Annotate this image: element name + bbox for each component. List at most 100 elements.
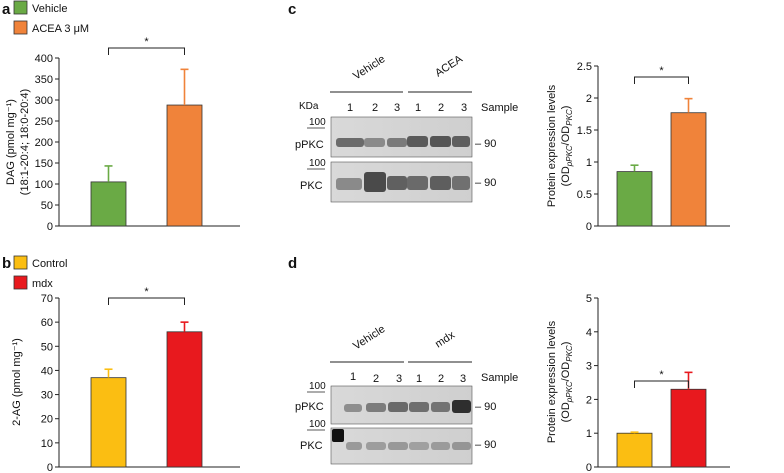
blot-d-sample-label: Sample — [481, 372, 518, 384]
blot-d-size-ppkc: – 90 — [475, 401, 496, 413]
blot-c-membrane-ppkc — [330, 116, 473, 158]
blot-c-lane-6: 3 — [461, 102, 467, 114]
blot-c-band-ppkc-5 — [430, 136, 451, 147]
blot-d-band-ppkc-2 — [366, 403, 386, 412]
y-tick-label-d-1: 1 — [586, 428, 592, 440]
significance-star-c: * — [659, 65, 664, 77]
blot-c-marker-top: 100 — [309, 117, 326, 128]
y-tick-label-a-3: 150 — [35, 158, 53, 170]
blot-c-band-ppkc-2 — [364, 138, 385, 147]
blot-c-band-pkc-3 — [387, 176, 407, 190]
blot-c-kda: KDa — [299, 101, 319, 112]
blot-c-row-ppkc: pPKC — [295, 139, 324, 151]
legend-b: Control mdx — [13, 255, 67, 290]
y-tick-label-b-6: 60 — [41, 317, 53, 329]
y-tick-label-d-2: 2 — [586, 394, 592, 406]
blot-c-sample-label: Sample — [481, 102, 518, 114]
blot-d-marker-bottom: 100 — [309, 419, 326, 430]
y-tick-label-c-4: 2 — [586, 93, 592, 105]
y-tick-label-a-5: 250 — [35, 116, 53, 128]
bar-a-0 — [90, 181, 127, 227]
blot-c-marker-bottom: 100 — [309, 158, 326, 169]
bar-d-1 — [670, 388, 707, 468]
legend-swatch-control — [13, 255, 28, 270]
y-tick-label-b-0: 0 — [47, 462, 53, 473]
y-tick-label-a-7: 350 — [35, 74, 53, 86]
significance-bracket-d — [634, 380, 689, 388]
blot-d-band-pkc-3 — [388, 442, 408, 450]
legend-label-acea: ACEA 3 μM — [32, 23, 89, 35]
blot-c-lane-4: 1 — [415, 102, 421, 114]
y-tick-label-d-5: 5 — [586, 293, 592, 305]
y-axis-title-c-part-4: ) — [560, 106, 572, 110]
blot-c-lane-1: 1 — [347, 102, 353, 114]
blot-d-lane-4: 1 — [416, 373, 422, 385]
y-tick-label-b-2: 20 — [41, 414, 53, 426]
legend-swatch-mdx — [13, 275, 28, 290]
blot-d-band-pkc-6 — [452, 442, 471, 450]
western-blot-c: Vehicle ACEA KDa 1 2 3 1 2 3 Sample 100 … — [295, 53, 518, 203]
blot-d-band-pkc-5 — [431, 442, 450, 450]
blot-d-band-pkc-2 — [366, 442, 386, 450]
blot-c-group-vehicle: Vehicle — [351, 53, 387, 82]
y-tick-label-a-8: 400 — [35, 53, 53, 65]
y-tick-label-c-0: 0 — [586, 221, 592, 233]
blot-c-row-pkc: PKC — [300, 180, 323, 192]
significance-bracket-a — [108, 47, 185, 55]
y-axis-title-d-line2: (ODpPKC/ODPKC) — [560, 342, 574, 423]
chart-b-2ag: 0 10 20 30 40 50 60 70 * 2-AG (pmol mg⁻¹) — [11, 286, 240, 473]
blot-d-band-ppkc-3 — [388, 402, 408, 412]
panel-letter-c: c — [288, 1, 296, 18]
y-axis-title-c-part-1: pPKC — [565, 145, 574, 167]
blot-d-lane-5: 2 — [438, 373, 444, 385]
blot-d-size-pkc: – 90 — [475, 439, 496, 451]
blot-c-band-ppkc-6 — [452, 136, 470, 147]
blot-d-group-vehicle: Vehicle — [351, 323, 387, 352]
significance-star-b: * — [144, 286, 149, 298]
y-axis-title-c-line2: (ODpPKC/ODPKC) — [560, 106, 574, 187]
blot-c-band-pkc-2 — [364, 172, 386, 192]
bar-c-0 — [616, 171, 653, 227]
blot-c-size-pkc: – 90 — [475, 177, 496, 189]
bar-a-1 — [166, 104, 203, 227]
significance-bracket-c — [634, 76, 689, 84]
y-tick-label-c-2: 1 — [586, 157, 592, 169]
chart-c-protein-expression: 0 0.5 1 1.5 2 2.5 * Protein expression levels (O… — [546, 61, 730, 233]
legend-label-mdx: mdx — [32, 278, 53, 290]
y-tick-label-a-1: 50 — [41, 200, 53, 212]
blot-d-lane-3: 3 — [396, 373, 402, 385]
bar-b-0 — [90, 377, 127, 468]
y-tick-label-d-3: 3 — [586, 361, 592, 373]
blot-d-lane-1: 1 — [350, 371, 356, 383]
y-tick-label-b-4: 40 — [41, 365, 53, 377]
y-axis-title-d-part-1: pPKC — [565, 381, 574, 403]
y-axis-title-c-part-0: (OD — [560, 166, 572, 186]
y-axis-title-d-part-3: PKC — [565, 345, 574, 362]
y-axis-title-d-line1: Protein expression levels — [546, 320, 558, 443]
y-tick-label-a-0: 0 — [47, 221, 53, 233]
blot-c-lane-3: 3 — [394, 102, 400, 114]
bar-d-0 — [616, 432, 653, 468]
y-axis-title-a-line1: DAG (pmol mg⁻¹) — [5, 99, 17, 185]
y-axis-title-a-line2: (18:1-20:4; 18:0-20:4) — [19, 89, 31, 195]
legend-a: Vehicle ACEA 3 μM — [13, 0, 89, 35]
chart-a-dag: 0 50 100 150 200 250 300 350 400 * DAG (pmol mg⁻¹)… — [5, 36, 240, 233]
y-tick-label-b-3: 30 — [41, 390, 53, 402]
blot-c-size-ppkc: – 90 — [475, 138, 496, 150]
bar-c-1 — [670, 112, 707, 227]
blot-d-band-ppkc-6 — [452, 400, 471, 413]
significance-star-d: * — [659, 369, 664, 381]
panel-letter-a: a — [2, 1, 11, 18]
y-tick-label-d-0: 0 — [586, 462, 592, 473]
blot-d-lane-2: 2 — [373, 373, 379, 385]
y-tick-label-a-2: 100 — [35, 179, 53, 191]
blot-c-band-ppkc-1 — [336, 138, 364, 147]
legend-swatch-acea — [13, 20, 28, 35]
y-axis-title-d-part-4: ) — [560, 342, 572, 346]
y-axis-title-b: 2-AG (pmol mg⁻¹) — [11, 338, 23, 426]
y-tick-label-c-1: 0.5 — [577, 189, 592, 201]
y-tick-label-b-1: 10 — [41, 438, 53, 450]
significance-star-a: * — [144, 36, 149, 48]
blot-d-row-ppkc: pPKC — [295, 401, 324, 413]
